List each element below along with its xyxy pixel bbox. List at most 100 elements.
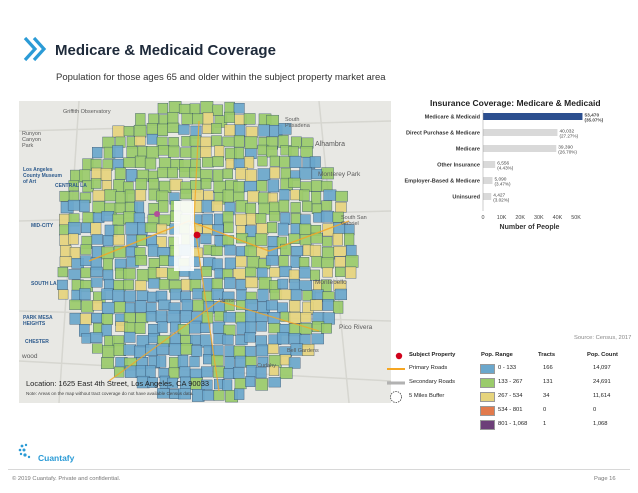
chart-bar bbox=[483, 113, 583, 120]
census-tract bbox=[255, 213, 267, 224]
page-number: Page 16 bbox=[594, 476, 616, 482]
census-tract bbox=[223, 221, 234, 234]
census-tract bbox=[114, 366, 125, 378]
census-tract bbox=[101, 313, 113, 325]
census-tract bbox=[202, 389, 215, 401]
legend-swatch bbox=[480, 378, 495, 388]
map-label: Monterey Park bbox=[318, 171, 361, 178]
census-tract bbox=[300, 146, 313, 158]
census-tract bbox=[344, 232, 355, 246]
census-tract bbox=[244, 156, 255, 169]
census-tract bbox=[233, 135, 245, 148]
census-tract bbox=[114, 301, 126, 313]
chart-percent-label: (4.43%) bbox=[497, 166, 514, 171]
census-tract bbox=[113, 245, 127, 258]
census-tract bbox=[200, 101, 214, 114]
census-tract bbox=[133, 124, 147, 138]
census-tract bbox=[276, 332, 289, 345]
census-tract bbox=[212, 156, 224, 167]
census-tract bbox=[288, 333, 302, 345]
census-tract bbox=[155, 267, 168, 278]
census-tract bbox=[169, 178, 183, 191]
census-tract bbox=[148, 278, 161, 289]
census-tract bbox=[224, 244, 236, 256]
census-tract bbox=[233, 102, 245, 114]
census-tract bbox=[80, 267, 91, 279]
location-text: Location: 1625 East 4th Street, Los Ange… bbox=[26, 379, 210, 388]
census-tract bbox=[290, 202, 301, 213]
census-tract bbox=[91, 234, 103, 245]
legend-swatch bbox=[480, 392, 495, 402]
chart-tick-label: 20K bbox=[515, 215, 525, 221]
census-tract bbox=[169, 343, 182, 356]
census-tract bbox=[155, 290, 168, 302]
census-tract bbox=[256, 344, 269, 357]
census-tract-map[interactable]: Griffith Observatory Runyon Canyon Park … bbox=[19, 101, 391, 403]
census-tract bbox=[190, 146, 201, 159]
census-tract bbox=[288, 177, 301, 188]
census-tract bbox=[123, 279, 134, 290]
census-tract bbox=[189, 368, 203, 380]
census-tract bbox=[332, 300, 344, 314]
census-tract bbox=[180, 188, 192, 200]
census-tract bbox=[123, 126, 135, 137]
census-tract bbox=[101, 357, 114, 370]
census-tract bbox=[113, 234, 125, 246]
census-tract bbox=[267, 343, 279, 354]
census-tract bbox=[102, 235, 114, 247]
census-tract bbox=[322, 236, 333, 247]
census-tract bbox=[309, 244, 322, 257]
census-tract bbox=[235, 213, 248, 226]
census-tract bbox=[68, 191, 80, 202]
census-tract bbox=[309, 156, 321, 168]
census-tract bbox=[269, 267, 281, 278]
chart-percent-label: (27.27%) bbox=[559, 134, 578, 139]
census-tract bbox=[126, 169, 137, 182]
legend-count: 1,068 bbox=[593, 421, 608, 427]
census-tract bbox=[269, 155, 280, 167]
chart-value-label: 40,032 bbox=[559, 129, 574, 135]
census-tract bbox=[300, 312, 312, 323]
brand-name: Cuantafy bbox=[38, 453, 75, 463]
census-tract bbox=[200, 233, 212, 244]
census-tract bbox=[224, 298, 235, 311]
map-label: South Pasadena bbox=[285, 117, 310, 129]
footer-copyright: © 2019 Cuantafy. Private and confidentia… bbox=[12, 476, 121, 482]
census-tract bbox=[243, 113, 256, 125]
chart-tick-label: 30K bbox=[534, 215, 544, 221]
census-tract bbox=[112, 125, 125, 138]
census-tract bbox=[123, 268, 136, 280]
census-tract bbox=[92, 343, 103, 354]
legend-count: 11,614 bbox=[593, 393, 611, 399]
chart-tick-label: 40K bbox=[553, 215, 563, 221]
census-tract bbox=[345, 266, 357, 279]
census-tract bbox=[135, 255, 148, 266]
map-label: PARK MESA HEIGHTS bbox=[23, 315, 53, 327]
census-tract bbox=[244, 180, 257, 193]
chart-category-label: Other Insurance bbox=[437, 163, 480, 169]
census-tract bbox=[190, 334, 201, 345]
census-tract bbox=[180, 310, 193, 323]
census-tract bbox=[202, 213, 213, 226]
census-tract bbox=[145, 311, 157, 322]
census-tract bbox=[268, 377, 281, 388]
census-tract bbox=[170, 288, 182, 301]
census-tract bbox=[81, 300, 94, 313]
double-chevron-icon bbox=[23, 36, 47, 62]
census-tract bbox=[235, 255, 247, 268]
census-tract bbox=[101, 302, 115, 315]
census-tract bbox=[289, 155, 302, 168]
census-tract bbox=[211, 123, 222, 134]
secondary-road-icon bbox=[387, 381, 405, 385]
census-tract bbox=[290, 288, 302, 301]
census-tract bbox=[124, 302, 136, 314]
census-tract bbox=[258, 202, 270, 215]
census-tract bbox=[269, 211, 280, 222]
census-tract bbox=[123, 157, 136, 168]
chart-bar bbox=[483, 161, 496, 168]
census-tract bbox=[157, 388, 170, 399]
census-tract bbox=[203, 190, 214, 201]
census-tract bbox=[92, 147, 103, 159]
census-tract bbox=[68, 233, 79, 245]
census-tract bbox=[59, 245, 72, 257]
